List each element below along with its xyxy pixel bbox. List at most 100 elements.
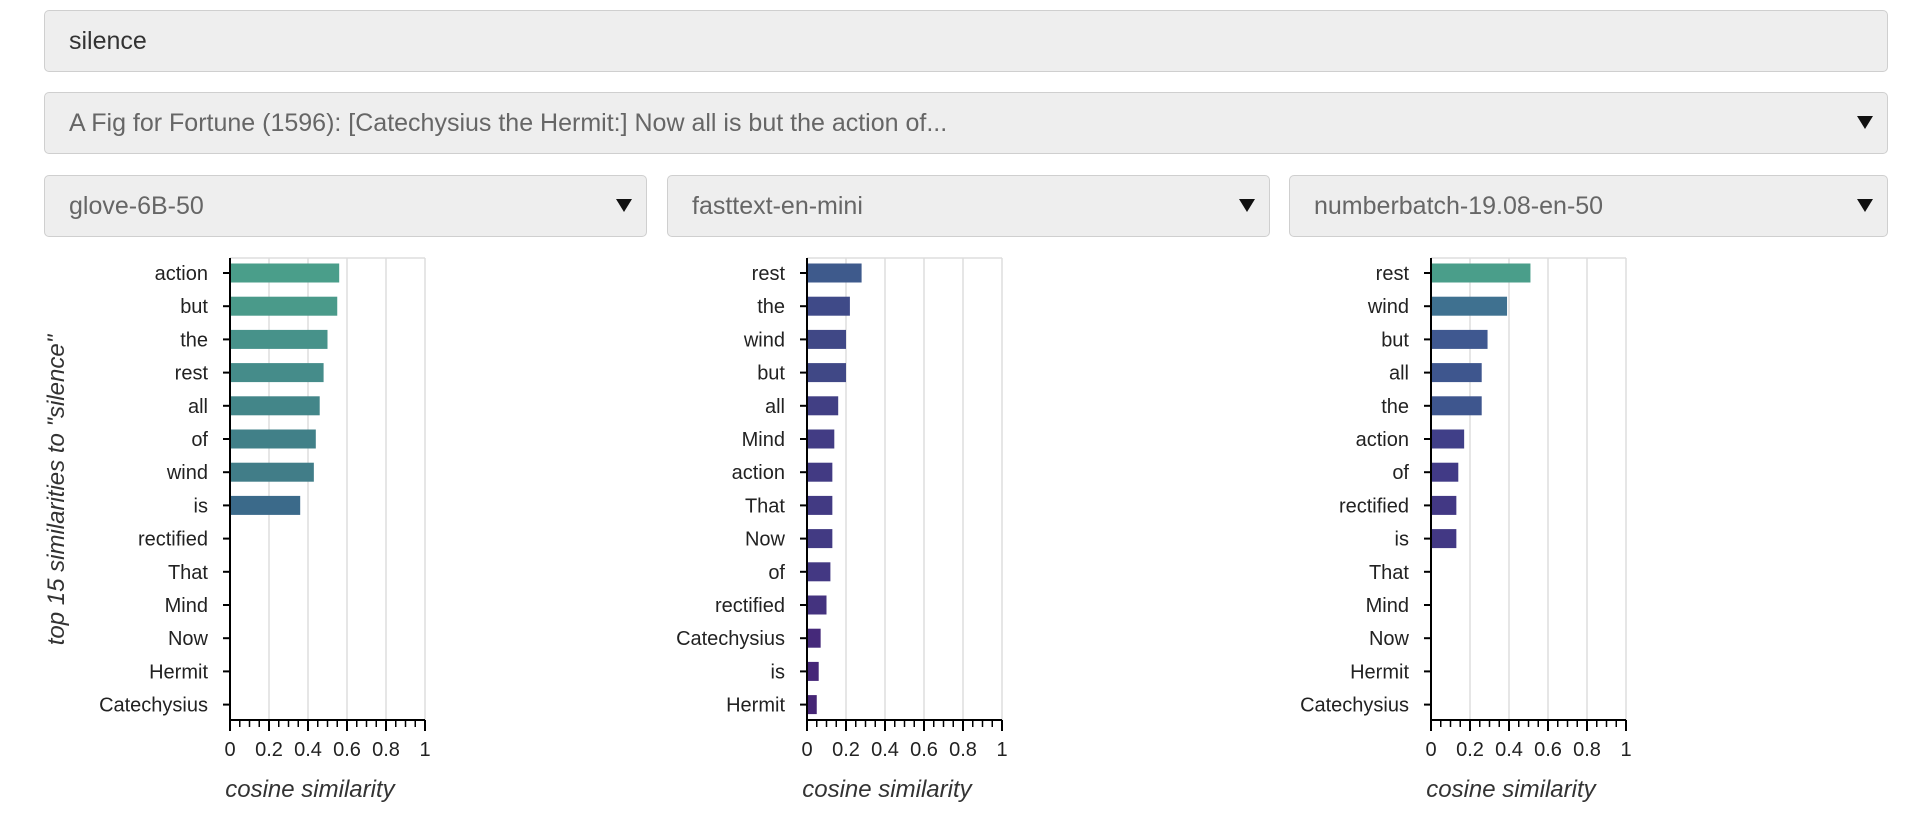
category-label: is [1395,529,1409,551]
category-label: action [732,462,785,484]
bar [1431,296,1508,316]
category-label: wind [166,462,208,484]
category-label: That [168,562,208,584]
bar [1431,495,1457,515]
dropdown-arrow-icon [1239,199,1255,212]
category-label: rectified [715,595,785,617]
x-tick-label: 0.8 [372,739,400,761]
category-label: Catechysius [1300,695,1409,717]
category-label: rest [752,263,786,285]
category-label: all [1389,363,1409,385]
x-axis-title: cosine similarity [1426,776,1597,803]
x-tick-label: 0.6 [910,739,938,761]
bar [1431,396,1482,416]
category-label: Mind [1366,595,1409,617]
y-axis-title: top 15 similarities to "silence" [43,333,70,645]
bar [807,396,839,416]
category-label: Catechysius [676,628,785,650]
model-select-3[interactable]: numberbatch-19.08-en-50 [1289,175,1888,237]
bar [1431,429,1465,449]
bar [807,263,862,283]
bar [230,462,314,482]
query-input-value: silence [69,27,147,55]
category-label: the [1381,396,1409,418]
x-tick-label: 0.4 [294,739,322,761]
category-label: is [194,495,208,517]
x-axis-title: cosine similarity [802,776,973,803]
x-tick-label: 0.8 [1573,739,1601,761]
category-label: all [188,396,208,418]
category-label: Hermit [1350,661,1409,683]
category-label: That [1369,562,1409,584]
bar [1431,462,1459,482]
bar [1431,329,1488,349]
x-tick-label: 0.6 [1534,739,1562,761]
chart-glove-6B-50: action but the rest all of wind is rectified That… [43,257,431,803]
category-label: all [765,396,785,418]
dropdown-arrow-icon [1857,199,1873,212]
category-label: Catechysius [99,695,208,717]
category-label: Hermit [149,661,208,683]
category-label: Now [168,628,209,650]
category-label: wind [1367,296,1409,318]
category-label: of [1392,462,1409,484]
bar [230,296,338,316]
model-select-1[interactable]: glove-6B-50 [44,175,647,237]
category-label: Now [745,529,786,551]
bar [807,595,827,615]
passage-select[interactable]: A Fig for Fortune (1596): [Catechysius t… [44,92,1888,154]
x-tick-label: 1 [1620,739,1631,761]
bar [230,429,316,449]
bar [230,363,324,383]
category-label: That [745,495,785,517]
category-label: rectified [1339,495,1409,517]
bar [230,495,301,515]
x-tick-label: 0 [224,739,235,761]
x-axis-title: cosine similarity [225,776,396,803]
category-label: the [757,296,785,318]
x-tick-label: 1 [419,739,430,761]
bar [1431,363,1482,383]
category-label: wind [743,329,785,351]
bar [807,296,850,316]
model-select-1-value: glove-6B-50 [69,192,204,220]
x-tick-label: 0.2 [1456,739,1484,761]
chart-numberbatch-19.08-en-50: rest wind but all the action of rectified is That… [1300,257,1632,803]
bar [807,329,846,349]
bar [230,263,340,283]
category-label: of [768,562,785,584]
bar [807,695,817,715]
x-tick-label: 0 [1425,739,1436,761]
x-tick-label: 0.4 [1495,739,1523,761]
model-select-2[interactable]: fasttext-en-mini [667,175,1270,237]
passage-select-value: A Fig for Fortune (1596): [Catechysius t… [69,109,948,137]
category-label: of [191,429,208,451]
category-label: rest [1376,263,1410,285]
bar [1431,529,1457,549]
x-tick-label: 0.2 [255,739,283,761]
bar [807,429,835,449]
category-label: Hermit [726,695,785,717]
x-tick-label: 0.2 [832,739,860,761]
x-tick-label: 1 [996,739,1007,761]
bar [230,396,320,416]
query-input[interactable]: silence [44,10,1888,72]
dropdown-arrow-icon [1857,116,1873,129]
category-label: action [1356,429,1409,451]
bar [230,329,328,349]
x-tick-label: 0.4 [871,739,899,761]
category-label: but [1381,329,1409,351]
bar [807,363,846,383]
category-label: rectified [138,529,208,551]
category-label: but [757,363,785,385]
model-select-2-value: fasttext-en-mini [692,192,863,220]
category-label: Mind [165,595,208,617]
category-label: the [180,329,208,351]
chart-fasttext-en-mini: rest the wind but all Mind action That Now of rect… [676,257,1008,803]
bar [807,661,819,681]
category-label: but [180,296,208,318]
category-label: action [155,263,208,285]
category-label: is [771,661,785,683]
bar [807,628,821,648]
